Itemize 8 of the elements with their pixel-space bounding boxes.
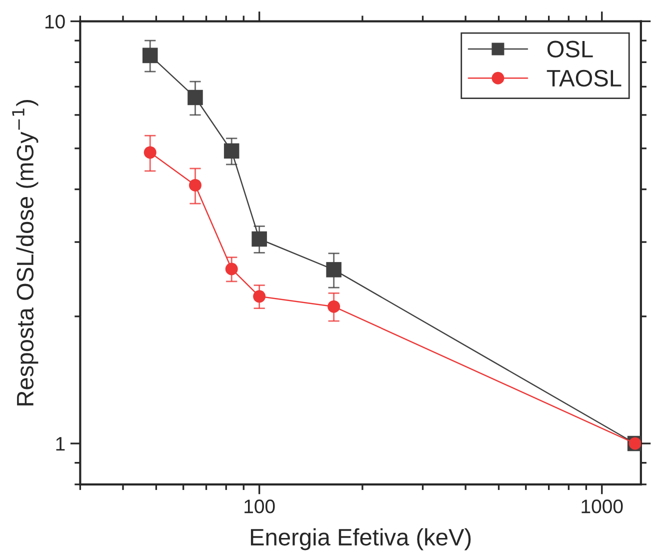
y-axis-title: Resposta OSL/dose (mGy$^{−1}$) bbox=[12, 100, 38, 406]
y-tick-label: 10 bbox=[45, 14, 65, 29]
legend-label: TAOSL bbox=[546, 70, 622, 87]
x-axis-title: Energia Efetiva (keV) bbox=[250, 528, 471, 550]
x-tick-label: 100 bbox=[244, 499, 275, 514]
x-tick-label: 1000 bbox=[582, 499, 623, 514]
legend-label: OSL bbox=[547, 40, 593, 58]
y-tick-label: 1 bbox=[56, 437, 65, 451]
